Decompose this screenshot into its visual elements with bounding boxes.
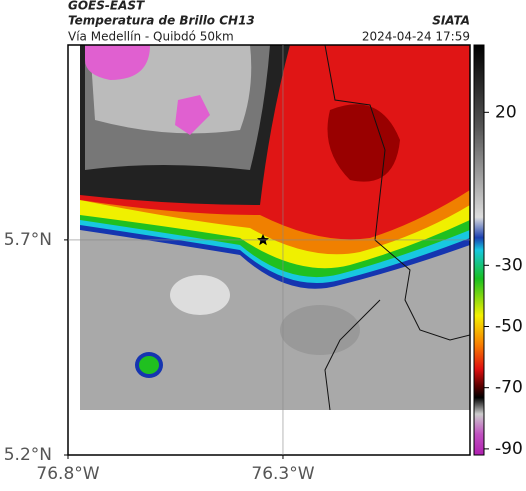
colorbar-label: -50 (495, 316, 523, 336)
title: Temperatura de Brillo CH13 (68, 14, 255, 28)
subtitle: Vía Medellín - Quibdó 50km (68, 30, 234, 44)
satellite: GOES-EAST (68, 0, 145, 13)
cell (139, 356, 159, 374)
coldest (175, 95, 210, 135)
satellite-image (80, 45, 470, 410)
cloud-top (327, 104, 400, 182)
cloud (170, 275, 230, 315)
cloud (280, 305, 360, 355)
source: SIATA (432, 14, 470, 28)
colorbar-label: -90 (495, 439, 523, 459)
colorbar-label: -30 (495, 255, 523, 275)
y-tick-label: 5.7°N (4, 230, 52, 250)
x-tick-label: 76.8°W (36, 464, 99, 484)
colorbar-label: -70 (495, 378, 523, 398)
x-tick-label: 76.3°W (251, 464, 314, 484)
y-tick-label: 5.2°N (4, 445, 52, 465)
coldest (85, 45, 150, 80)
map-frame (67, 44, 471, 456)
boundary (324, 45, 470, 410)
colorbar (473, 44, 485, 456)
datetime: 2024-04-24 17:59 (362, 30, 470, 44)
colorbar-label: 20 (495, 102, 517, 122)
